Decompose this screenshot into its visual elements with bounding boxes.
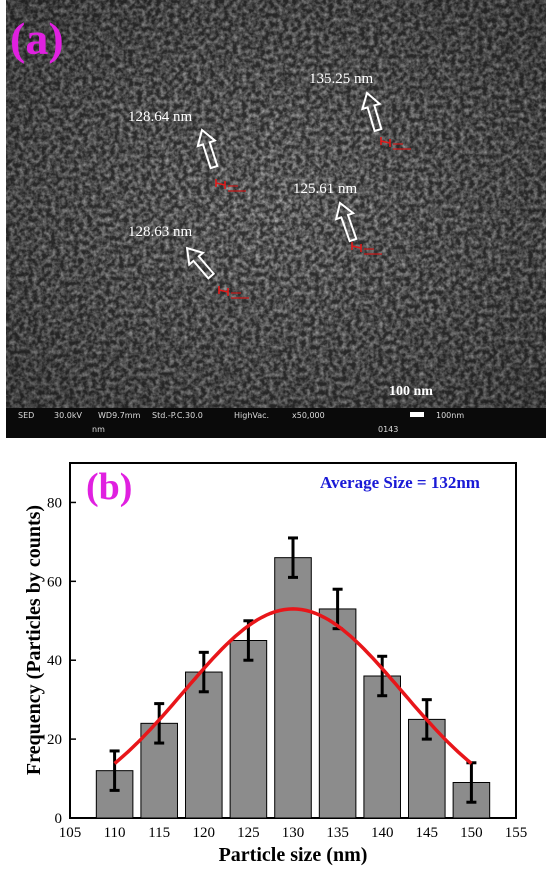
measurement-label-2: 135.25 nm bbox=[309, 71, 374, 87]
bar-120 bbox=[185, 671, 223, 819]
bar-140 bbox=[363, 675, 401, 819]
bar-125 bbox=[229, 640, 268, 819]
x-tick-label: 150 bbox=[460, 825, 483, 841]
measurement-marker-4 bbox=[218, 286, 249, 299]
measurement-marker-2 bbox=[380, 137, 411, 150]
voltage-text: 30.0kV bbox=[54, 411, 82, 420]
error-bar-115 bbox=[154, 702, 165, 745]
error-bar-110 bbox=[109, 749, 120, 792]
measurement-label-1: 128.64 nm bbox=[128, 109, 193, 125]
panel-b-label: (b) bbox=[86, 466, 132, 508]
measurement-label-4: 128.63 nm bbox=[128, 224, 193, 240]
sem-micrograph-panel: (a) 128.64 nm 135.25 nm 125.61 nm 128.63… bbox=[6, 0, 546, 438]
error-bar-140 bbox=[377, 654, 388, 698]
y-axis-label: Frequency (Particles by counts) bbox=[23, 505, 45, 775]
y-tick-label: 80 bbox=[47, 495, 62, 511]
annotation-arrow-2 bbox=[360, 91, 383, 133]
scale-value-text: 100nm bbox=[436, 411, 465, 420]
measurement-marker-1 bbox=[215, 179, 246, 192]
gaussian-fit-curve bbox=[113, 607, 473, 765]
x-axis-label: Particle size (nm) bbox=[219, 844, 368, 866]
magnification-text: x50,000 bbox=[292, 411, 325, 420]
image-number-text: 0143 bbox=[378, 425, 399, 434]
spot-text: Std.-P.C.30.0 bbox=[152, 411, 203, 420]
vacuum-text: HighVac. bbox=[234, 411, 270, 420]
y-tick-label: 40 bbox=[47, 653, 62, 669]
x-tick-label: 120 bbox=[193, 825, 216, 841]
working-distance-text: WD9.7mm bbox=[98, 411, 141, 420]
y-tick-label: 0 bbox=[55, 811, 63, 827]
x-tick-label: 130 bbox=[282, 825, 305, 841]
particle-size-histogram: 105 110 115 120 125 130 135 140 145 150 155 0 20 40 60… bbox=[23, 462, 528, 866]
measurement-marker-3 bbox=[351, 242, 382, 255]
scale-bar-label: 100 nm bbox=[389, 384, 433, 399]
error-bar-120 bbox=[198, 650, 209, 694]
scale-bar bbox=[410, 412, 424, 417]
x-tick-label: 125 bbox=[237, 825, 260, 841]
error-bar-130 bbox=[288, 536, 298, 579]
panel-a-label: (a) bbox=[10, 13, 64, 64]
sem-info-bar: SED 30.0kV WD9.7mm Std.-P.C.30.0 HighVac… bbox=[6, 408, 546, 438]
x-tick-label: 155 bbox=[505, 825, 528, 841]
x-tick-label: 115 bbox=[148, 825, 170, 841]
detector-text: SED bbox=[18, 411, 35, 420]
x-tick-label: 145 bbox=[416, 825, 439, 841]
bar-130 bbox=[274, 557, 312, 819]
sem-image bbox=[6, 0, 546, 408]
average-size-annotation: Average Size = 132nm bbox=[320, 473, 480, 492]
annotation-arrow-3 bbox=[334, 201, 358, 243]
annotation-arrows bbox=[185, 91, 383, 280]
measurement-label-3: 125.61 nm bbox=[293, 181, 358, 197]
x-tick-label: 105 bbox=[59, 825, 82, 841]
y-tick-label: 20 bbox=[47, 732, 62, 748]
bar-135 bbox=[318, 608, 357, 819]
x-tick-label: 140 bbox=[371, 825, 394, 841]
annotation-arrow-4 bbox=[185, 246, 216, 280]
x-tick-label: 110 bbox=[104, 825, 126, 841]
x-tick-label: 135 bbox=[326, 825, 349, 841]
unit-text: nm bbox=[92, 425, 105, 434]
y-tick-label: 60 bbox=[47, 574, 62, 590]
measurement-markers bbox=[215, 137, 411, 299]
annotation-arrow-1 bbox=[196, 128, 219, 170]
